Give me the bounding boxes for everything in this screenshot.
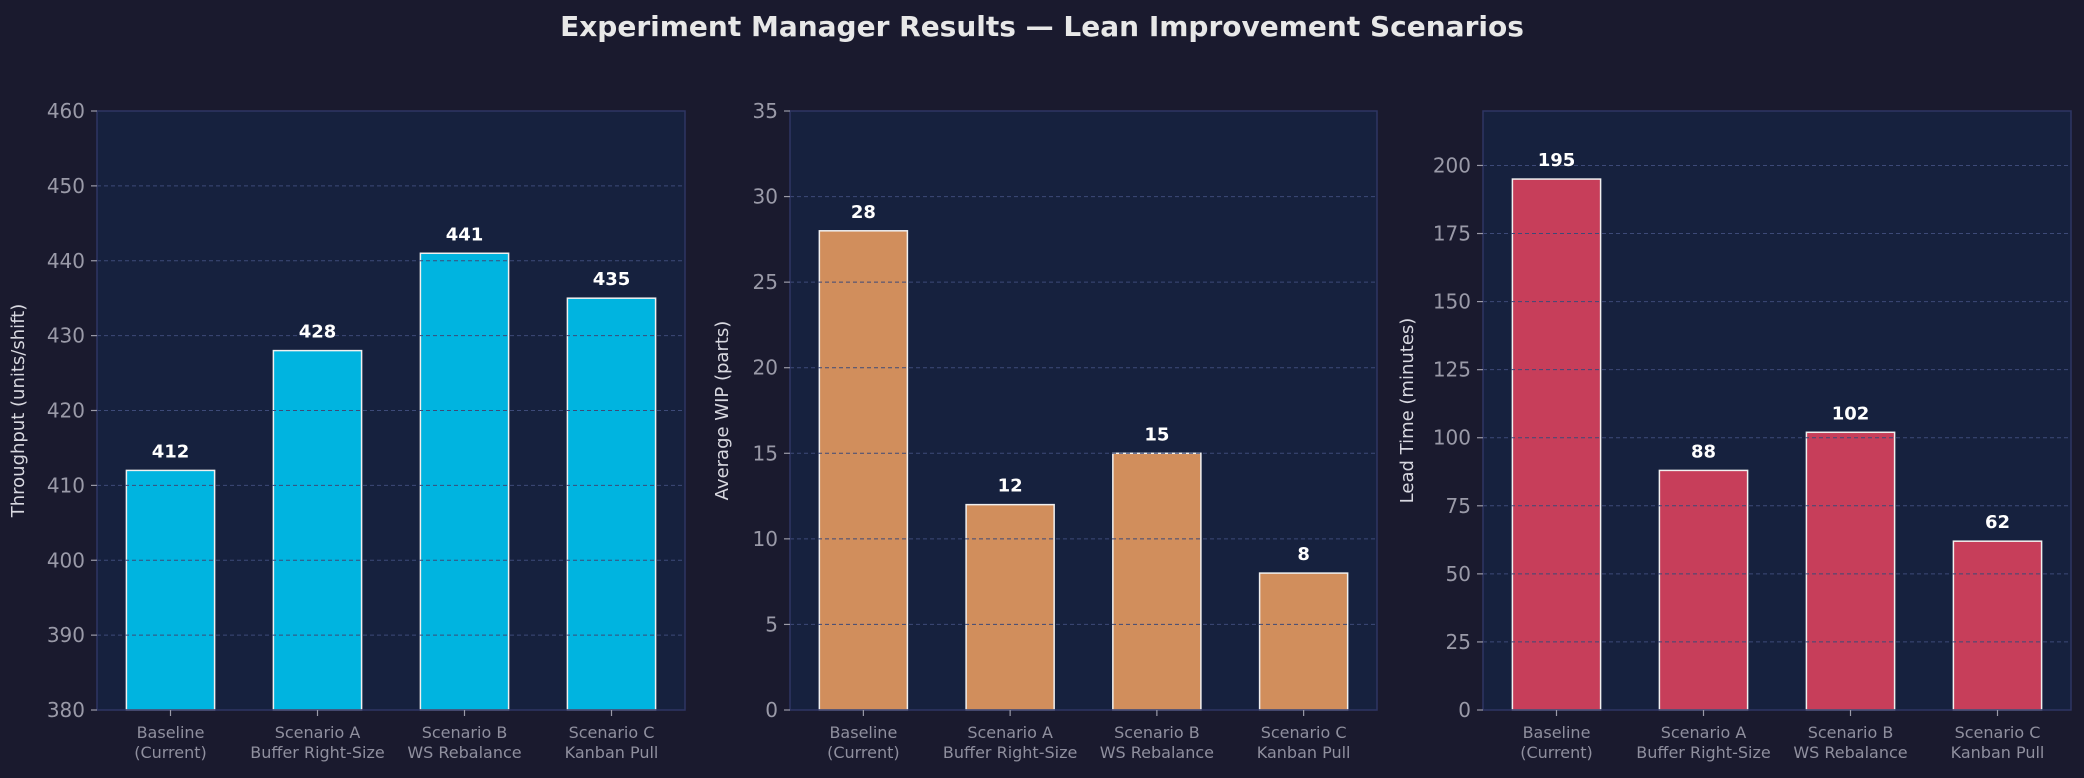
bar-value-label: 435 xyxy=(593,269,631,290)
bar xyxy=(1112,452,1202,711)
y-tick-label: 20 xyxy=(753,356,778,380)
bar-value-label: 8 xyxy=(1297,544,1310,565)
x-tick-label-line: Scenario B xyxy=(422,723,508,742)
y-tick-label: 75 xyxy=(1446,494,1471,518)
y-tick-label: 50 xyxy=(1446,562,1471,586)
y-tick-label: 35 xyxy=(753,99,778,123)
x-tick-label-line: WS Rebalance xyxy=(1100,743,1214,762)
y-tick-label: 430 xyxy=(47,324,85,348)
y-tick-label: 175 xyxy=(1433,222,1471,246)
x-tick-label: Scenario C Kanban Pull xyxy=(1951,723,2045,762)
x-tick-label: Baseline (Current) xyxy=(827,723,900,762)
y-tick-label: 420 xyxy=(47,399,85,423)
bar xyxy=(419,252,510,711)
x-tick-label-line: Kanban Pull xyxy=(565,743,659,762)
plot-frame xyxy=(1482,110,2072,711)
bar-value-label: 428 xyxy=(299,322,337,343)
y-tick-label: 380 xyxy=(47,698,85,722)
x-tick-label: Scenario A Buffer Right-Size xyxy=(1636,723,1770,762)
y-tick-label: 30 xyxy=(753,185,778,209)
bar xyxy=(1805,431,1896,711)
x-tick-label: Scenario B WS Rebalance xyxy=(1100,723,1214,762)
bar xyxy=(1258,572,1349,711)
x-tick-label-line: Baseline xyxy=(137,723,205,742)
bar xyxy=(818,230,909,711)
x-tick-label: Scenario A Buffer Right-Size xyxy=(250,723,384,762)
x-tick-label-line: (Current) xyxy=(134,743,207,762)
y-tick-label: 200 xyxy=(1433,153,1471,177)
bar xyxy=(272,349,363,711)
bar xyxy=(1952,540,2043,711)
bar xyxy=(125,469,216,711)
y-tick-label: 450 xyxy=(47,174,85,198)
x-tick-label: Scenario C Kanban Pull xyxy=(1257,723,1351,762)
x-tick-label-line: Scenario A xyxy=(967,723,1053,742)
bar-value-label: 88 xyxy=(1691,441,1716,462)
x-tick-label-line: Buffer Right-Size xyxy=(1636,743,1770,762)
y-axis-label: Throughput (units/shift) xyxy=(8,304,29,519)
bar xyxy=(566,297,657,711)
x-tick-label-line: Scenario C xyxy=(569,723,655,742)
bar-value-label: 412 xyxy=(152,441,190,462)
y-tick-label: 0 xyxy=(1458,698,1471,722)
bar-value-label: 102 xyxy=(1832,403,1870,424)
x-tick-label-line: Baseline xyxy=(829,723,897,742)
y-tick-label: 0 xyxy=(765,698,778,722)
x-tick-label: Baseline (Current) xyxy=(1520,723,1593,762)
x-tick-label-line: Scenario B xyxy=(1114,723,1200,742)
y-axis-label: Average WIP (parts) xyxy=(712,321,733,501)
x-tick-label-line: Kanban Pull xyxy=(1951,743,2045,762)
x-tick-label-line: WS Rebalance xyxy=(1793,743,1907,762)
x-tick-label: Scenario A Buffer Right-Size xyxy=(943,723,1077,762)
x-tick-label: Scenario B WS Rebalance xyxy=(407,723,521,762)
y-tick-label: 390 xyxy=(47,623,85,647)
y-tick-label: 400 xyxy=(47,548,85,572)
x-tick-label-line: Buffer Right-Size xyxy=(943,743,1077,762)
chart-panel-2: 0 5 10 15 20 25 30 35 28 12 15 8 Baseline (Current) Sc… xyxy=(712,99,1378,762)
y-axis-label: Lead Time (minutes) xyxy=(1397,318,1418,504)
x-tick-label: Scenario C Kanban Pull xyxy=(565,723,659,762)
bar-value-label: 12 xyxy=(998,476,1023,497)
x-tick-label-line: Scenario C xyxy=(1261,723,1347,742)
x-tick-label-line: (Current) xyxy=(1520,743,1593,762)
y-tick-label: 25 xyxy=(753,270,778,294)
y-tick-label: 410 xyxy=(47,473,85,497)
x-tick-label-line: (Current) xyxy=(827,743,900,762)
chart-panel-1: 380 390 400 410 420 430 440 450 460 412 428 441 435 B… xyxy=(8,99,686,762)
y-tick-label: 125 xyxy=(1433,358,1471,382)
x-tick-label-line: Scenario A xyxy=(275,723,361,742)
bar-value-label: 15 xyxy=(1144,424,1169,445)
bar-value-label: 195 xyxy=(1538,150,1576,171)
bar xyxy=(1511,178,1602,711)
x-tick-label-line: Kanban Pull xyxy=(1257,743,1351,762)
x-tick-label-line: Baseline xyxy=(1523,723,1591,742)
y-tick-label: 460 xyxy=(47,99,85,123)
x-tick-label: Baseline (Current) xyxy=(134,723,207,762)
bar-value-label: 28 xyxy=(851,202,876,223)
bar-value-label: 441 xyxy=(446,224,484,245)
x-tick-label-line: WS Rebalance xyxy=(407,743,521,762)
y-tick-label: 440 xyxy=(47,249,85,273)
y-tick-label: 15 xyxy=(753,441,778,465)
x-tick-label-line: Scenario C xyxy=(1955,723,2041,742)
plot-frame xyxy=(789,110,1378,711)
bar xyxy=(1658,469,1749,711)
x-tick-label-line: Buffer Right-Size xyxy=(250,743,384,762)
y-tick-label: 150 xyxy=(1433,290,1471,314)
figure-title: Experiment Manager Results — Lean Improv… xyxy=(560,10,1524,43)
x-tick-label-line: Scenario B xyxy=(1808,723,1894,742)
chart-panel-3: 0 25 50 75 100 125 150 175 200 195 88 102 62 Baseline… xyxy=(1397,110,2072,762)
bar-value-label: 62 xyxy=(1985,512,2010,533)
y-tick-label: 100 xyxy=(1433,426,1471,450)
y-tick-label: 25 xyxy=(1446,630,1471,654)
chart-panels: 380 390 400 410 420 430 440 450 460 412 428 441 435 B… xyxy=(8,99,2072,762)
y-tick-label: 10 xyxy=(753,527,778,551)
bar xyxy=(965,503,1055,711)
x-tick-label-line: Scenario A xyxy=(1661,723,1747,742)
x-tick-label: Scenario B WS Rebalance xyxy=(1793,723,1907,762)
y-tick-label: 5 xyxy=(765,612,778,636)
